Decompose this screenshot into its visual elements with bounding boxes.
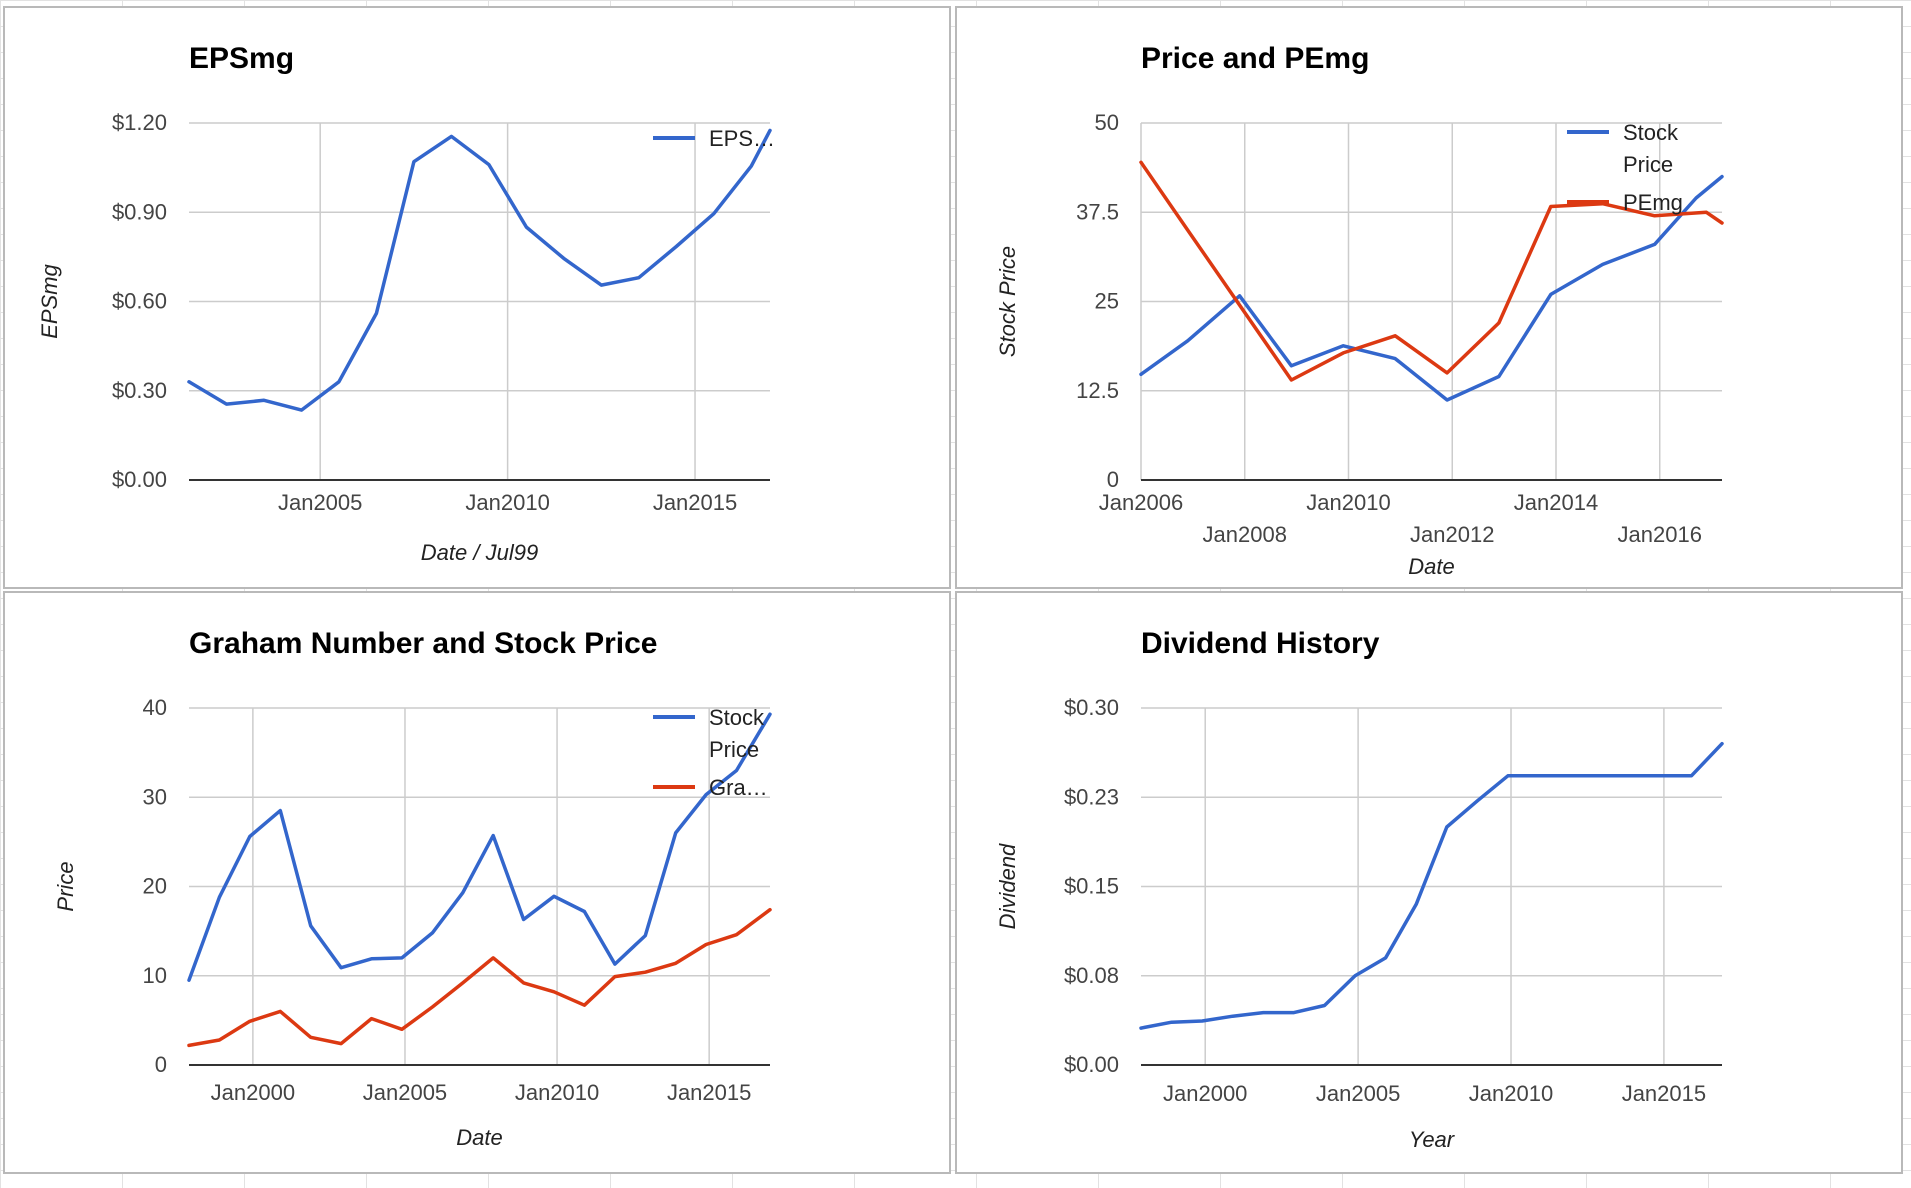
y-tick-label: 37.5 xyxy=(1076,199,1119,224)
x-tick-label: Jan2010 xyxy=(515,1080,599,1105)
y-tick-label: $0.30 xyxy=(112,378,167,403)
y-tick-label: $0.23 xyxy=(1064,784,1119,809)
price-pemg-chart-panel: Price and PEmg 0 12.5 25 37.5 50 Jan2006 Jan200… xyxy=(955,6,1903,589)
graham-number-chart: Graham Number and Stock Price 0 10 20 30 40 Ja… xyxy=(53,627,772,1150)
x-tick-label: Jan2010 xyxy=(1306,490,1390,515)
x-tick-label: Jan2006 xyxy=(1099,490,1183,515)
chart-title: EPSmg xyxy=(189,42,294,75)
y-axis-label: EPSmg xyxy=(37,263,62,338)
y-tick-label: $0.60 xyxy=(112,289,167,314)
y-axis-label: Price xyxy=(53,861,78,911)
x-tick-label: Jan2008 xyxy=(1203,522,1287,547)
y-tick-label: 30 xyxy=(143,784,167,809)
series-line-stock-price xyxy=(1139,174,1724,402)
y-tick-label: $0.90 xyxy=(112,199,167,224)
y-tick-label: 0 xyxy=(1107,467,1119,492)
x-tick-label: Jan2000 xyxy=(211,1080,295,1105)
chart-title: Dividend History xyxy=(1141,627,1380,660)
y-tick-label: $0.00 xyxy=(112,467,167,492)
x-tick-label: Jan2005 xyxy=(363,1080,447,1105)
x-axis-label: Year xyxy=(1409,1127,1456,1152)
y-tick-label: 12.5 xyxy=(1076,378,1119,403)
y-axis-label: Stock Price xyxy=(995,246,1020,357)
x-tick-label: Jan2015 xyxy=(667,1080,751,1105)
epsmg-chart: EPSmg $0.00 $0.30 $0.60 $0.90 $1.20 Jan2005 Jan… xyxy=(37,42,775,565)
y-tick-label: 25 xyxy=(1095,289,1119,314)
y-tick-label: $0.30 xyxy=(1064,695,1119,720)
x-tick-label: Jan2010 xyxy=(1469,1081,1553,1106)
y-tick-label: 20 xyxy=(143,874,167,899)
x-tick-label: Jan2012 xyxy=(1410,522,1494,547)
y-tick-label: $1.20 xyxy=(112,110,167,135)
y-tick-label: 0 xyxy=(155,1052,167,1077)
x-tick-label: Jan2000 xyxy=(1163,1081,1247,1106)
graham-number-chart-panel: Graham Number and Stock Price 0 10 20 30 40 Ja… xyxy=(3,591,951,1174)
dividend-history-chart-panel: Dividend History $0.00 $0.08 $0.15 $0.23 $0.3… xyxy=(955,591,1903,1174)
y-tick-label: $0.15 xyxy=(1064,874,1119,899)
x-tick-label: Jan2016 xyxy=(1618,522,1702,547)
y-tick-label: 10 xyxy=(143,963,167,988)
series-line-gra xyxy=(187,907,772,1048)
y-axis-label: Dividend xyxy=(995,843,1020,929)
series-line-dividend xyxy=(1139,741,1724,1030)
legend-entry: Stock Price xyxy=(709,705,765,762)
price-pemg-chart: Price and PEmg 0 12.5 25 37.5 50 Jan2006 Jan200… xyxy=(995,42,1724,579)
series-line-eps xyxy=(187,128,772,412)
legend-entry: Gra… xyxy=(709,775,768,800)
legend-entry: Stock Price xyxy=(1623,120,1679,177)
x-axis-label: Date xyxy=(1408,554,1454,579)
y-tick-label: 40 xyxy=(143,695,167,720)
y-tick-label: $0.00 xyxy=(1064,1052,1119,1077)
x-tick-label: Jan2005 xyxy=(278,490,362,515)
x-axis-label: Date xyxy=(456,1125,502,1150)
x-tick-label: Jan2015 xyxy=(653,490,737,515)
dividend-history-chart: Dividend History $0.00 $0.08 $0.15 $0.23 $0.3… xyxy=(995,627,1724,1152)
legend-entry: PEmg xyxy=(1623,190,1683,215)
series-line-stock-price xyxy=(187,712,772,982)
epsmg-chart-panel: EPSmg $0.00 $0.30 $0.60 $0.90 $1.20 Jan2005 Jan… xyxy=(3,6,951,589)
x-tick-label: Jan2010 xyxy=(465,490,549,515)
x-axis-label: Date / Jul99 xyxy=(421,540,538,565)
x-tick-label: Jan2005 xyxy=(1316,1081,1400,1106)
y-tick-label: 50 xyxy=(1095,110,1119,135)
chart-title: Price and PEmg xyxy=(1141,42,1369,75)
series-line-pemg xyxy=(1139,160,1724,382)
y-tick-label: $0.08 xyxy=(1064,963,1119,988)
x-tick-label: Jan2015 xyxy=(1622,1081,1706,1106)
legend-entry: EPS… xyxy=(709,126,775,151)
chart-title: Graham Number and Stock Price xyxy=(189,627,658,660)
x-tick-label: Jan2014 xyxy=(1514,490,1598,515)
